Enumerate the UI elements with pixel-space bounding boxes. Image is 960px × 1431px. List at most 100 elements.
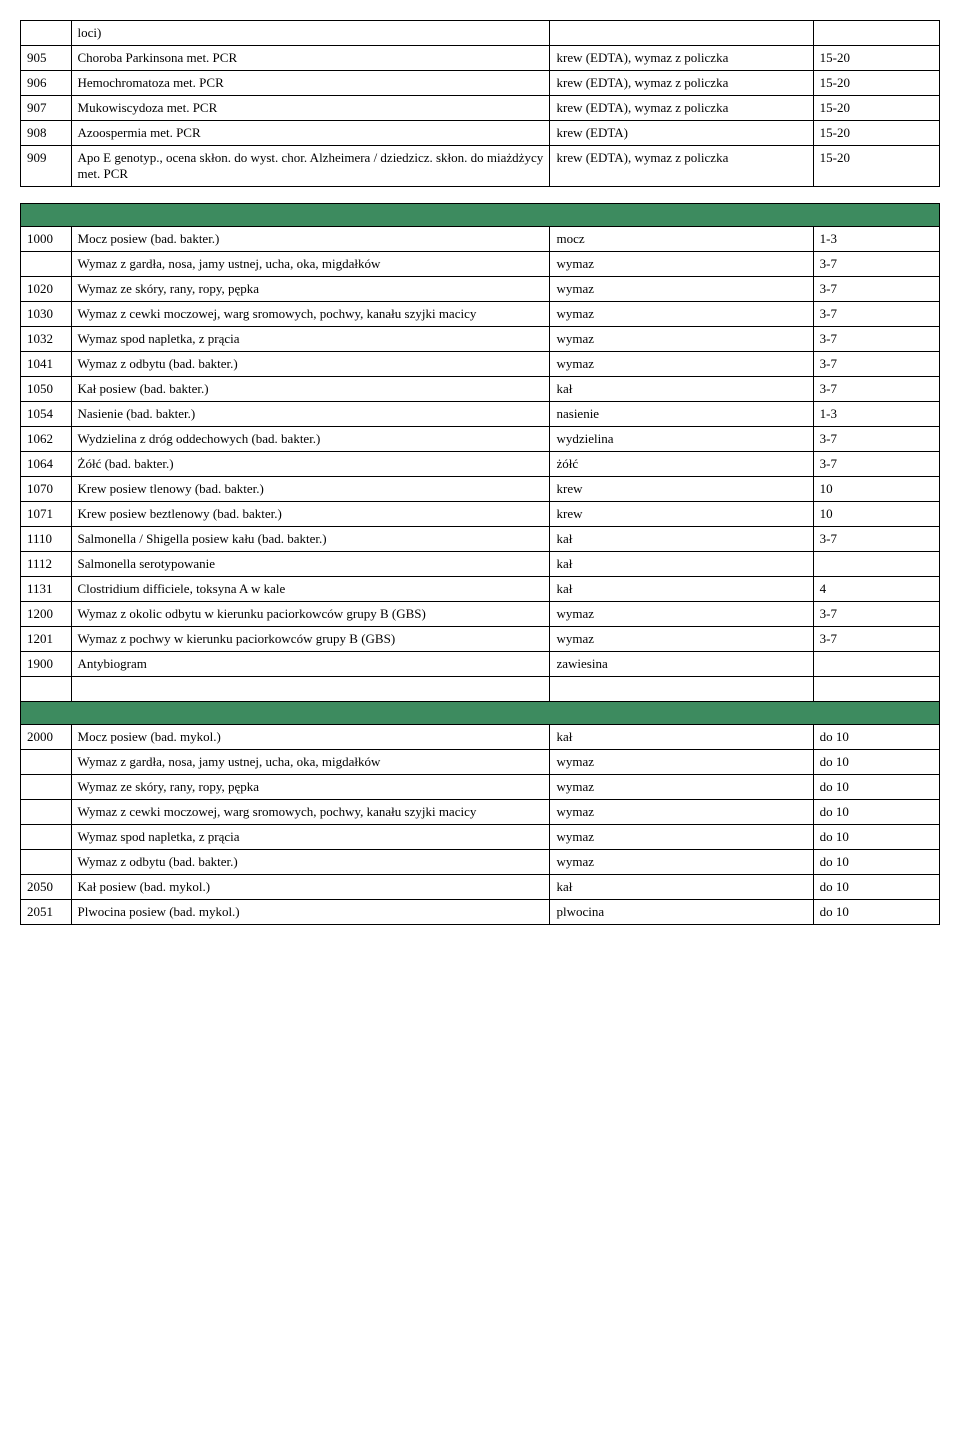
table-row: 1071Krew posiew beztlenowy (bad. bakter.… xyxy=(21,502,940,527)
cell-sample: żółć xyxy=(550,452,813,477)
cell-name: Wymaz ze skóry, rany, ropy, pępka xyxy=(71,277,550,302)
table-row: 1032Wymaz spod napletka, z prąciawymaz3-… xyxy=(21,327,940,352)
cell-name: Wydzielina z dróg oddechowych (bad. bakt… xyxy=(71,427,550,452)
cell-name: Wymaz z gardła, nosa, jamy ustnej, ucha,… xyxy=(71,252,550,277)
cell-time xyxy=(813,652,939,677)
cell-time: 3-7 xyxy=(813,452,939,477)
cell-code: 908 xyxy=(21,121,72,146)
cell-name: Salmonella / Shigella posiew kału (bad. … xyxy=(71,527,550,552)
table-row: Wymaz ze skóry, rany, ropy, pępkawymazdo… xyxy=(21,775,940,800)
cell-time: 3-7 xyxy=(813,277,939,302)
cell-time: 3-7 xyxy=(813,602,939,627)
cell-time: 3-7 xyxy=(813,302,939,327)
cell-name: Krew posiew tlenowy (bad. bakter.) xyxy=(71,477,550,502)
cell-sample: krew (EDTA), wymaz z policzka xyxy=(550,71,813,96)
cell-sample: krew (EDTA) xyxy=(550,121,813,146)
table-row: 1131Clostridium difficiele, toksyna A w … xyxy=(21,577,940,602)
cell-code xyxy=(21,825,72,850)
cell-time: 3-7 xyxy=(813,527,939,552)
cell-time: 15-20 xyxy=(813,96,939,121)
empty-row xyxy=(21,677,940,702)
table-row: 2051Plwocina posiew (bad. mykol.)plwocin… xyxy=(21,900,940,925)
cell-sample: krew (EDTA), wymaz z policzka xyxy=(550,96,813,121)
cell-sample: krew (EDTA), wymaz z policzka xyxy=(550,46,813,71)
cell-sample: krew xyxy=(550,502,813,527)
cell-time: 15-20 xyxy=(813,46,939,71)
cell-sample: wymaz xyxy=(550,775,813,800)
cell-time: do 10 xyxy=(813,775,939,800)
table-row: 906Hemochromatoza met. PCRkrew (EDTA), w… xyxy=(21,71,940,96)
cell-name: Kał posiew (bad. mykol.) xyxy=(71,875,550,900)
cell-time: 10 xyxy=(813,502,939,527)
cell-sample: wymaz xyxy=(550,750,813,775)
cell-code: 907 xyxy=(21,96,72,121)
table-block-2: 1000Mocz posiew (bad. bakter.)mocz 1-3 Wym… xyxy=(20,203,940,925)
table-row: 1020Wymaz ze skóry, rany, ropy, pępkawym… xyxy=(21,277,940,302)
table-row: 905Choroba Parkinsona met. PCRkrew (EDTA… xyxy=(21,46,940,71)
cell-sample: wymaz xyxy=(550,825,813,850)
cell-code: 1071 xyxy=(21,502,72,527)
cell-name: Kał posiew (bad. bakter.) xyxy=(71,377,550,402)
cell-code: 1020 xyxy=(21,277,72,302)
cell-time: do 10 xyxy=(813,725,939,750)
cell-time: 15-20 xyxy=(813,121,939,146)
table-row: 908Azoospermia met. PCRkrew (EDTA)15-20 xyxy=(21,121,940,146)
cell-time: do 10 xyxy=(813,800,939,825)
cell-time: 1-3 xyxy=(813,402,939,427)
cell-time: do 10 xyxy=(813,875,939,900)
table-row: 1062Wydzielina z dróg oddechowych (bad. … xyxy=(21,427,940,452)
cell-name: Antybiogram xyxy=(71,652,550,677)
cell-code: 909 xyxy=(21,146,72,187)
cell-time: 3-7 xyxy=(813,427,939,452)
cell-time: 3-7 xyxy=(813,252,939,277)
cell-code xyxy=(21,775,72,800)
cell-name: Mocz posiew (bad. bakter.) xyxy=(71,227,550,252)
cell-sample: krew xyxy=(550,477,813,502)
cell-code xyxy=(21,252,72,277)
cell-code: 1201 xyxy=(21,627,72,652)
cell-time: 15-20 xyxy=(813,71,939,96)
cell-sample: wymaz xyxy=(550,602,813,627)
cell-time xyxy=(813,552,939,577)
cell-code: 1900 xyxy=(21,652,72,677)
cell-code xyxy=(21,21,72,46)
cell-name: Wymaz spod napletka, z prącia xyxy=(71,825,550,850)
cell-name: Salmonella serotypowanie xyxy=(71,552,550,577)
table-row: 1200Wymaz z okolic odbytu w kierunku pac… xyxy=(21,602,940,627)
cell-name: Nasienie (bad. bakter.) xyxy=(71,402,550,427)
table-row: 907Mukowiscydoza met. PCRkrew (EDTA), wy… xyxy=(21,96,940,121)
cell-sample: wymaz xyxy=(550,850,813,875)
cell-code: 2051 xyxy=(21,900,72,925)
cell-sample: plwocina xyxy=(550,900,813,925)
cell-name: Choroba Parkinsona met. PCR xyxy=(71,46,550,71)
cell-time: 3-7 xyxy=(813,627,939,652)
cell-code: 1131 xyxy=(21,577,72,602)
cell-sample: wymaz xyxy=(550,327,813,352)
cell-name: Azoospermia met. PCR xyxy=(71,121,550,146)
table-row: Wymaz z gardła, nosa, jamy ustnej, ucha,… xyxy=(21,252,940,277)
cell-code: 1000 xyxy=(21,227,72,252)
table-row: Wymaz z cewki moczowej, warg sromowych, … xyxy=(21,800,940,825)
cell-time: do 10 xyxy=(813,750,939,775)
cell-name: Wymaz z cewki moczowej, warg sromowych, … xyxy=(71,800,550,825)
cell-code: 1054 xyxy=(21,402,72,427)
cell-name: Wymaz z pochwy w kierunku paciorkowców g… xyxy=(71,627,550,652)
table-row: 909Apo E genotyp., ocena skłon. do wyst.… xyxy=(21,146,940,187)
cell-sample: mocz xyxy=(550,227,813,252)
table-row: 1900Antybiogramzawiesina xyxy=(21,652,940,677)
cell-time: 15-20 xyxy=(813,146,939,187)
cell-name: Wymaz ze skóry, rany, ropy, pępka xyxy=(71,775,550,800)
cell-code: 1032 xyxy=(21,327,72,352)
cell-code: 1070 xyxy=(21,477,72,502)
cell-code: 906 xyxy=(21,71,72,96)
cell-name: Wymaz z gardła, nosa, jamy ustnej, ucha,… xyxy=(71,750,550,775)
cell-sample: zawiesina xyxy=(550,652,813,677)
table-row: 1030Wymaz z cewki moczowej, warg sromowy… xyxy=(21,302,940,327)
cell-name: Żółć (bad. bakter.) xyxy=(71,452,550,477)
cell-name: Wymaz z cewki moczowej, warg sromowych, … xyxy=(71,302,550,327)
table-block-1: loci)905Choroba Parkinsona met. PCRkrew … xyxy=(20,20,940,187)
section-divider xyxy=(21,702,940,725)
cell-sample: kał xyxy=(550,875,813,900)
table-row: 1041Wymaz z odbytu (bad. bakter.)wymaz3-… xyxy=(21,352,940,377)
cell-sample: kał xyxy=(550,577,813,602)
